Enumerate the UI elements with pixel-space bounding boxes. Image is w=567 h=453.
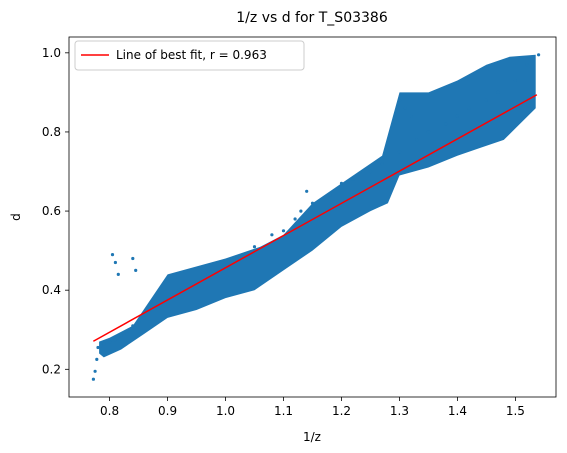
- scatter-point: [108, 340, 112, 344]
- y-tick-label: 1.0: [42, 46, 61, 60]
- x-axis-ticks: 0.8 0.9 1.0 1.1 1.2 1.3 1.4 1.5: [100, 397, 525, 418]
- legend-box: [74, 40, 305, 71]
- scatter-point: [380, 162, 384, 166]
- y-tick-label: 0.6: [42, 204, 61, 218]
- scatter-point: [444, 122, 448, 126]
- scatter-point: [102, 342, 106, 346]
- scatter-point: [113, 338, 117, 342]
- scatter-point: [403, 106, 407, 110]
- x-tick-label: 1.4: [448, 404, 467, 418]
- scatter-point: [293, 217, 297, 221]
- x-tick-label: 0.8: [100, 404, 119, 418]
- scatter-point: [368, 169, 373, 174]
- scatter-point: [131, 256, 135, 261]
- scatter-point: [513, 78, 518, 83]
- scatter-point: [467, 106, 471, 110]
- scatter-point: [131, 324, 135, 328]
- x-tick-label: 1.0: [216, 404, 235, 418]
- scatter-point: [206, 272, 210, 276]
- scatter-band: [99, 54, 536, 358]
- scatter-point: [252, 245, 257, 249]
- scatter-point: [95, 357, 99, 361]
- scatter-point: [525, 63, 529, 67]
- best-fit-line: [92, 94, 538, 342]
- x-tick-label: 1.5: [506, 404, 525, 418]
- scatter-point: [397, 98, 402, 102]
- x-tick-label: 1.3: [390, 404, 409, 418]
- y-axis-label: d: [9, 213, 23, 221]
- y-axis-ticks: 0.2 0.4 0.6 0.8 1.0: [42, 46, 69, 376]
- plot-frame: [68, 36, 557, 398]
- scatter-point: [484, 98, 488, 102]
- scatter-point: [91, 377, 95, 381]
- scatter-point: [119, 334, 123, 338]
- scatter-points: [91, 53, 541, 381]
- best-fit-layer: [92, 94, 538, 342]
- scatter-point: [281, 229, 286, 233]
- scatter-point: [270, 233, 274, 237]
- scatter-point: [137, 320, 141, 324]
- chart-title: 1/z vs d for T_S03386: [236, 10, 388, 26]
- scatter-point: [339, 181, 344, 185]
- x-axis-label: 1/z: [303, 430, 321, 444]
- scatter-point: [177, 288, 181, 292]
- scatter-point: [537, 53, 541, 57]
- scatter-point: [328, 193, 332, 197]
- scatter-point: [397, 150, 402, 154]
- scatter-point: [99, 344, 103, 348]
- scatter-point: [125, 332, 129, 336]
- scatter-point: [310, 201, 315, 205]
- scatter-point: [409, 114, 413, 118]
- y-tick-label: 0.2: [42, 362, 61, 376]
- scatter-point: [113, 260, 117, 265]
- scatter-point: [305, 189, 309, 193]
- scatter-point: [96, 345, 100, 350]
- y-tick-label: 0.4: [42, 283, 61, 297]
- scatter-point: [110, 253, 115, 257]
- scatter-point: [93, 369, 97, 373]
- x-tick-label: 0.9: [158, 404, 177, 418]
- legend: Line of best fit, r = 0.963: [74, 40, 305, 71]
- scatter-point: [142, 316, 146, 320]
- y-tick-label: 0.8: [42, 125, 61, 139]
- scatter-density-band: [99, 54, 536, 358]
- x-tick-label: 1.1: [274, 404, 293, 418]
- scatter-point: [496, 90, 500, 94]
- scatter-point: [116, 272, 120, 276]
- axes-box: [68, 36, 557, 398]
- scatter-point: [134, 268, 138, 272]
- scatter-point: [415, 138, 419, 142]
- scatter-point: [455, 114, 459, 118]
- scatter-point: [299, 209, 303, 213]
- scatter-point: [235, 256, 239, 261]
- scatter-point: [426, 130, 431, 134]
- x-tick-label: 1.2: [332, 404, 351, 418]
- legend-label-best-fit: Line of best fit, r = 0.963: [116, 48, 267, 62]
- scatter-point: [351, 177, 355, 181]
